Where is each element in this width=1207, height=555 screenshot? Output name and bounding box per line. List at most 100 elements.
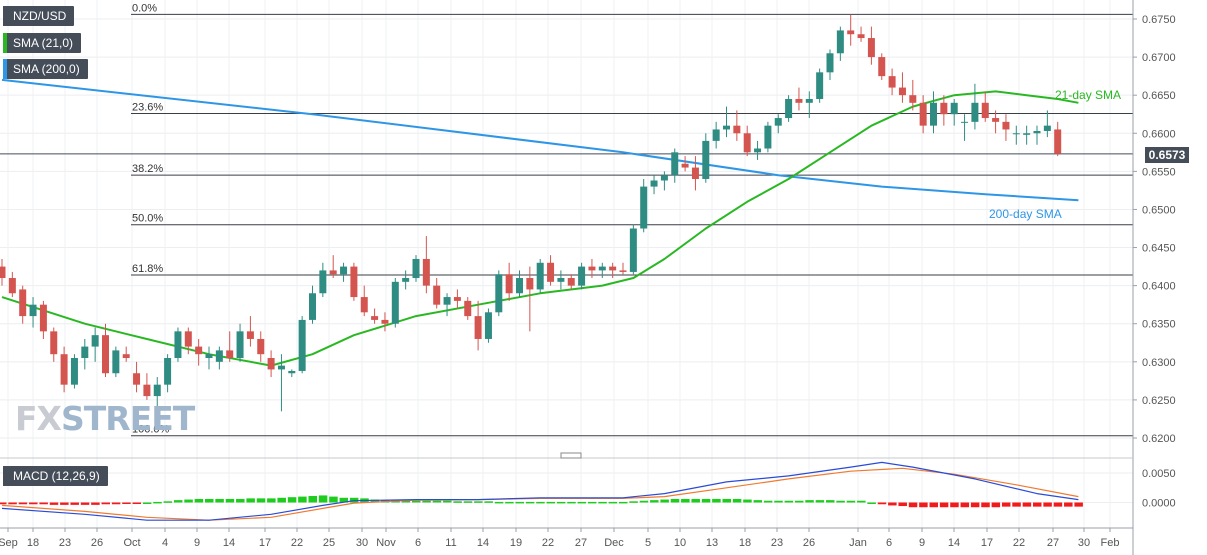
candle — [360, 285, 368, 317]
candle — [930, 91, 937, 134]
candle-body — [29, 304, 37, 317]
candle — [1012, 125, 1020, 145]
candle — [184, 327, 192, 355]
candle — [381, 312, 389, 332]
time-tick-label: 26 — [91, 537, 103, 549]
candle-body — [857, 34, 865, 39]
legend-symbol[interactable]: NZD/USD — [3, 6, 75, 26]
candle-body — [992, 118, 1000, 122]
macd-hist-bar — [991, 502, 1001, 508]
price-tick-label: 0.6350 — [1142, 319, 1176, 331]
macd-hist-bar — [18, 502, 28, 505]
candle-body — [81, 346, 89, 359]
candle-body — [484, 312, 492, 339]
time-tick-label: 22 — [1013, 537, 1025, 549]
candle — [433, 278, 441, 309]
candle-body — [495, 274, 503, 313]
macd-hist-bar — [1043, 502, 1052, 507]
candle — [474, 300, 482, 351]
time-tick-label: 6 — [415, 537, 421, 549]
candle-body — [940, 102, 948, 115]
macd-hist-bar — [950, 502, 959, 508]
candle-body — [671, 152, 679, 176]
macd-hist-bar — [463, 501, 473, 503]
macd-hist-bar — [794, 500, 804, 503]
candle-body — [629, 228, 637, 272]
candle-body — [422, 258, 430, 286]
candle — [329, 255, 337, 279]
candle — [70, 354, 78, 389]
macd-hist-bar — [867, 502, 876, 504]
macd-hist-bar — [908, 502, 918, 508]
macd-hist-bar — [370, 499, 380, 503]
macd-hist-bar — [256, 498, 266, 503]
macd-hist-bar — [919, 502, 928, 508]
time-tick-label: 14 — [223, 537, 235, 549]
candle-body — [878, 57, 886, 77]
candle-body — [474, 316, 482, 339]
candle — [598, 262, 606, 279]
macd-hist-bar — [111, 502, 121, 505]
candle — [702, 133, 710, 183]
macd-hist-bar — [484, 501, 493, 503]
candle — [112, 346, 120, 378]
candle — [826, 49, 834, 80]
macd-hist-bar — [329, 496, 338, 503]
time-tick-label: 9 — [194, 537, 200, 549]
candle-body — [743, 133, 751, 153]
candle — [164, 354, 172, 393]
legend-sma200-label: SMA (200,0) — [13, 62, 80, 76]
candle — [547, 255, 555, 286]
macd-hist-bar — [1053, 502, 1063, 507]
macd-hist-bar — [422, 500, 431, 503]
time-tick-label: 22 — [291, 537, 303, 549]
candle-body — [733, 125, 741, 134]
candle — [50, 327, 58, 362]
macd-hist-bar — [142, 502, 152, 504]
macd-hist-bar — [732, 498, 742, 503]
legend-macd[interactable]: MACD (12,26,9) — [3, 466, 108, 486]
candle — [319, 262, 327, 298]
candle-body — [598, 266, 606, 271]
macd-hist-bar — [939, 502, 949, 508]
macd-hist-bar — [836, 500, 845, 503]
candle — [619, 262, 627, 275]
macd-hist-bar — [29, 502, 38, 505]
candle-body — [50, 331, 58, 355]
candle — [267, 350, 275, 378]
candle-body — [402, 278, 410, 282]
candle-body — [1023, 133, 1031, 135]
candle-body — [0, 266, 6, 279]
macd-hist-bar — [1012, 502, 1021, 507]
candle-body — [412, 258, 420, 279]
legend-symbol-label: NZD/USD — [13, 9, 67, 23]
candle — [567, 274, 575, 290]
candle — [898, 72, 906, 103]
legend-sma200[interactable]: SMA (200,0) — [3, 59, 88, 79]
price-tick-label: 0.6400 — [1142, 281, 1176, 293]
axes: 0.6200 0.6250 0.6300 0.6350 0.6400 0.6450 0.65… — [0, 0, 1176, 555]
candle-body — [640, 186, 648, 229]
macd-hist-bar — [236, 498, 245, 503]
candle — [29, 297, 37, 328]
macd-hist-bar — [194, 498, 204, 503]
candle — [195, 338, 203, 366]
sma21-label: 21-day SMA — [1055, 88, 1121, 102]
candle-body — [453, 297, 461, 301]
macd-hist-bar — [981, 502, 990, 508]
candle — [919, 95, 927, 134]
macd-hist-bar — [60, 502, 69, 505]
candle — [867, 26, 875, 65]
macd-line — [1, 461, 1079, 521]
macd-hist-bar — [753, 500, 763, 503]
candle-body — [91, 335, 99, 347]
candle-body — [174, 331, 182, 359]
legend-sma21[interactable]: SMA (21,0) — [3, 33, 82, 53]
macd-hist-bar — [277, 497, 286, 503]
time-tick-label: Feb — [1101, 537, 1120, 549]
macd-hist-bar — [0, 502, 7, 505]
candle-body — [257, 338, 265, 355]
time-tick-label: 9 — [919, 537, 925, 549]
candle-body — [588, 266, 596, 271]
candle-body — [267, 358, 275, 370]
